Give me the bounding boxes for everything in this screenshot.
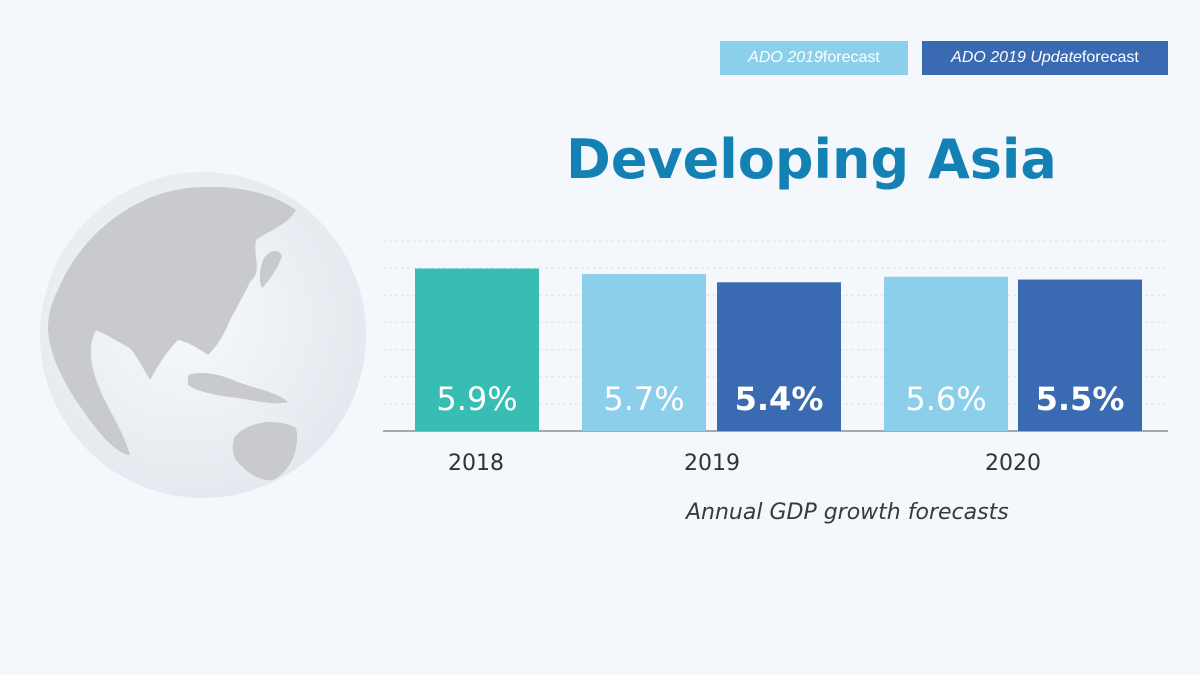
legend-label-italic: ADO 2019 — [748, 49, 823, 66]
bar-value-label: 5.9% — [436, 380, 517, 418]
bar-2020-ado-2019-update-forecast — [1018, 279, 1142, 431]
chart-subtitle: Annual GDP growth forecasts — [686, 500, 1009, 525]
legend-label-italic: ADO 2019 Update — [951, 49, 1082, 66]
category-label: 2019 — [684, 451, 740, 476]
japan-landmass — [259, 250, 282, 288]
legend-label: forecast — [1081, 49, 1139, 66]
chart-title: Developing Asia — [566, 128, 1057, 191]
category-label: 2018 — [448, 451, 504, 476]
bar-value-label: 5.6% — [905, 380, 986, 418]
bar-value-label: 5.7% — [603, 380, 684, 418]
legend-item-ado-2019-forecast: ADO 2019 forecast — [720, 41, 908, 75]
bar-2019-ado-2019-forecast — [582, 274, 706, 431]
legend: ADO 2019 forecast ADO 2019 Update foreca… — [720, 41, 1168, 75]
asia-landmass — [48, 186, 296, 456]
bar-value-label: 5.4% — [735, 380, 824, 418]
category-label: 2020 — [985, 451, 1041, 476]
sea-islands-landmass — [188, 372, 288, 404]
bar-2020-ado-2019-forecast — [884, 276, 1008, 431]
legend-label: forecast — [822, 49, 880, 66]
bar-value-label: 5.5% — [1036, 380, 1125, 418]
bar-2019-ado-2019-update-forecast — [717, 282, 841, 431]
australia-landmass — [232, 422, 298, 481]
bar-2018-2018-actual — [415, 268, 539, 431]
legend-item-ado-2019-update-forecast: ADO 2019 Update forecast — [922, 41, 1168, 75]
globe-asia-icon — [40, 172, 366, 498]
